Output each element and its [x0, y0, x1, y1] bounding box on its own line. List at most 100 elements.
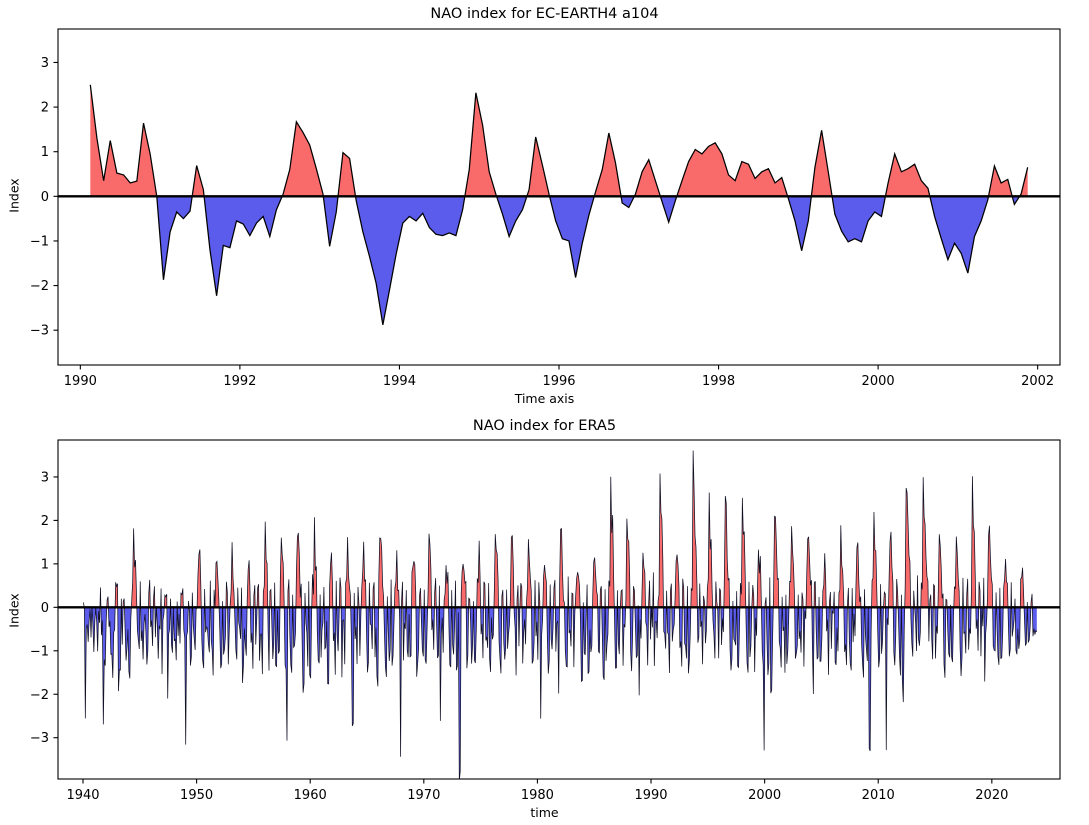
negative-anomaly-fill — [156, 196, 193, 280]
x-tick-label: 2020 — [975, 788, 1008, 803]
negative-anomaly-fill — [324, 607, 330, 684]
positive-anomaly-fill — [676, 142, 788, 197]
positive-anomaly-fill — [329, 552, 333, 608]
positive-anomaly-fill — [885, 153, 930, 197]
positive-anomaly-fill — [444, 565, 449, 608]
x-tick-label: 1960 — [294, 788, 327, 803]
positive-anomaly-fill — [345, 537, 351, 608]
y-tick-label: 1 — [41, 145, 49, 160]
nao-index-line — [89, 84, 1029, 325]
positive-anomaly-fill — [559, 528, 565, 608]
positive-anomaly-fill — [822, 553, 827, 608]
y-tick-label: −3 — [30, 731, 49, 746]
positive-anomaly-fill — [871, 512, 878, 608]
x-tick-label: 1940 — [66, 788, 99, 803]
positive-anomaly-fill — [311, 517, 317, 608]
positive-anomaly-fill — [427, 533, 432, 608]
positive-anomaly-fill — [634, 159, 661, 197]
y-axis-label-top: Index — [6, 178, 22, 213]
y-tick-label: 2 — [41, 514, 49, 529]
positive-anomaly-fill — [338, 152, 356, 197]
x-tick-label: 1998 — [702, 374, 735, 389]
negative-anomaly-fill — [1032, 607, 1037, 637]
y-tick-label: −2 — [30, 688, 49, 703]
x-tick-label: 2000 — [748, 788, 781, 803]
positive-anomaly-fill — [1019, 167, 1028, 197]
positive-anomaly-fill — [461, 563, 467, 608]
positive-anomaly-fill — [131, 528, 137, 608]
x-tick-label: 2000 — [862, 374, 895, 389]
negative-anomaly-fill — [832, 196, 886, 242]
x-axis-label-top: Time axis — [514, 391, 575, 406]
x-tick-label: 1970 — [407, 788, 440, 803]
y-tick-label: −1 — [30, 234, 49, 249]
y-tick-label: 2 — [41, 101, 49, 116]
positive-anomaly-fill — [526, 539, 532, 608]
y-tick-label: −1 — [30, 644, 49, 659]
negative-anomaly-fill — [241, 607, 248, 684]
x-tick-label: 2002 — [1021, 374, 1054, 389]
negative-anomaly-fill — [787, 196, 812, 251]
x-tick-label: 1990 — [64, 374, 97, 389]
x-axis-label-bottom: time — [530, 805, 559, 820]
negative-anomaly-fill — [549, 196, 595, 278]
chart-panel-ec-earth4: NAO index for EC-EARTH4 a104 Index Time … — [0, 0, 1089, 412]
positive-anomaly-fill — [888, 531, 894, 608]
series-group — [58, 84, 1060, 325]
x-tick-label: 1992 — [223, 374, 256, 389]
series-group — [58, 450, 1060, 779]
negative-anomaly-fill — [323, 196, 339, 247]
positive-anomaly-fill — [90, 84, 157, 197]
positive-anomaly-fill — [83, 602, 85, 608]
negative-anomaly-fill — [355, 196, 465, 325]
positive-anomaly-fill — [526, 136, 550, 197]
x-tick-label: 1980 — [521, 788, 554, 803]
y-tick-label: 3 — [41, 56, 49, 71]
x-tick-label: 1994 — [383, 374, 416, 389]
positive-anomaly-fill — [811, 130, 833, 197]
negative-anomaly-fill — [653, 607, 658, 667]
positive-anomaly-fill — [788, 526, 795, 608]
y-tick-label: −2 — [30, 279, 49, 294]
negative-anomaly-fill — [496, 196, 527, 237]
y-tick-label: 0 — [41, 601, 49, 616]
positive-anomaly-fill — [739, 497, 746, 608]
y-tick-label: 0 — [41, 190, 49, 205]
positive-anomaly-fill — [953, 536, 960, 608]
negative-anomaly-fill — [124, 607, 132, 679]
chart-svg-bottom: 1940 1950 1960 1970 1980 1990 2000 2010 2020 −3 −2… — [30, 439, 1061, 803]
negative-anomaly-fill — [587, 607, 593, 674]
y-tick-label: 1 — [41, 557, 49, 572]
x-tick-label: 1996 — [542, 374, 575, 389]
y-tick-label: −3 — [30, 324, 49, 339]
nao-index-line — [83, 450, 1038, 779]
negative-anomaly-fill — [183, 607, 189, 745]
positive-anomaly-fill — [394, 550, 400, 608]
positive-anomaly-fill — [674, 554, 680, 608]
positive-anomaly-fill — [510, 535, 515, 608]
positive-anomaly-fill — [1003, 558, 1008, 608]
negative-anomaly-fill — [336, 607, 340, 652]
negative-anomaly-fill — [192, 607, 198, 650]
negative-anomaly-fill — [660, 196, 677, 223]
chart-panel-era5: NAO index for ERA5 Index time 1940 1950 19… — [0, 413, 1089, 825]
x-tick-label: 2010 — [862, 788, 895, 803]
x-tick-label: 1950 — [180, 788, 213, 803]
y-tick-label: 3 — [41, 470, 49, 485]
y-axis-label-bottom: Index — [6, 593, 22, 628]
negative-anomaly-fill — [488, 607, 494, 672]
positive-anomaly-fill — [378, 537, 384, 608]
x-tick-label: 1990 — [634, 788, 667, 803]
chart-title-top: NAO index for EC-EARTH4 a104 — [430, 6, 659, 22]
negative-anomaly-fill — [406, 607, 412, 658]
negative-anomaly-fill — [929, 196, 989, 274]
negative-anomaly-fill — [205, 607, 210, 653]
positive-anomaly-fill — [192, 165, 205, 197]
chart-title-bottom: NAO index for ERA5 — [472, 418, 617, 434]
positive-anomaly-fill — [361, 541, 367, 608]
positive-anomaly-fill — [247, 560, 251, 608]
positive-anomaly-fill — [1020, 567, 1025, 608]
positive-anomaly-fill — [608, 476, 615, 608]
negative-anomaly-fill — [204, 196, 283, 296]
